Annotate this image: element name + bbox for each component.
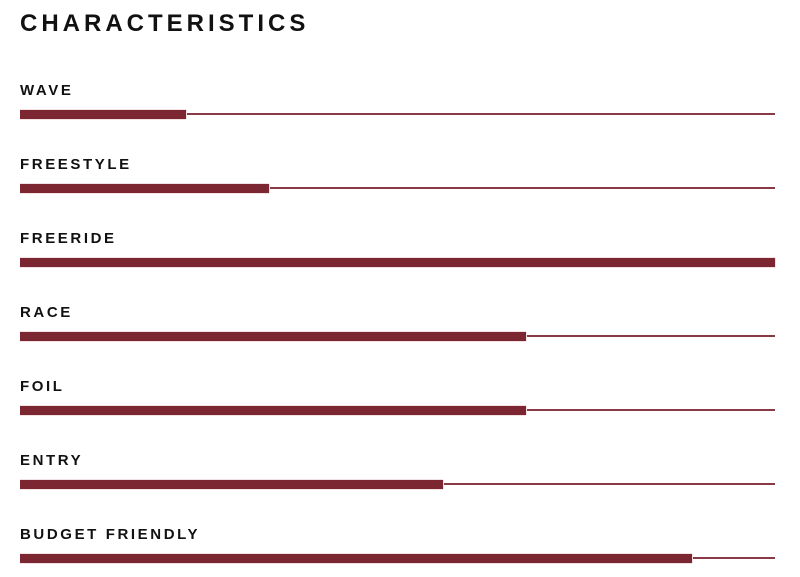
characteristic-row: RACE	[20, 304, 775, 341]
bar-track	[20, 405, 775, 415]
characteristic-row: WAVE	[20, 82, 775, 119]
characteristic-label: BUDGET FRIENDLY	[20, 525, 201, 543]
chart-title: CHARACTERISTICS	[20, 10, 310, 37]
characteristic-label: WAVE	[20, 81, 74, 99]
characteristic-row: BUDGET FRIENDLY	[20, 526, 775, 563]
characteristic-row: FREESTYLE	[20, 156, 775, 193]
characteristic-label: RACE	[20, 303, 73, 321]
bar-fill	[20, 183, 270, 193]
characteristic-label: ENTRY	[20, 451, 84, 469]
characteristic-row: FREERIDE	[20, 230, 775, 267]
track-line	[20, 113, 775, 116]
bar-fill	[20, 553, 692, 563]
characteristic-label: FOIL	[20, 377, 65, 395]
characteristic-label: FREESTYLE	[20, 155, 132, 173]
bar-track	[20, 109, 775, 119]
bar-track	[20, 479, 775, 489]
bar-fill	[20, 479, 443, 489]
bar-fill	[20, 257, 775, 267]
bar-fill	[20, 331, 526, 341]
bar-fill	[20, 109, 187, 119]
bar-track	[20, 183, 775, 193]
bar-rows: WAVE FREESTYLE FREERIDE RACE FOIL	[20, 82, 775, 563]
bar-track	[20, 553, 775, 563]
bar-track	[20, 257, 775, 267]
track-line	[20, 187, 775, 190]
characteristic-row: ENTRY	[20, 452, 775, 489]
bar-track	[20, 331, 775, 341]
characteristic-label: FREERIDE	[20, 229, 117, 247]
characteristic-row: FOIL	[20, 378, 775, 415]
bar-fill	[20, 405, 526, 415]
